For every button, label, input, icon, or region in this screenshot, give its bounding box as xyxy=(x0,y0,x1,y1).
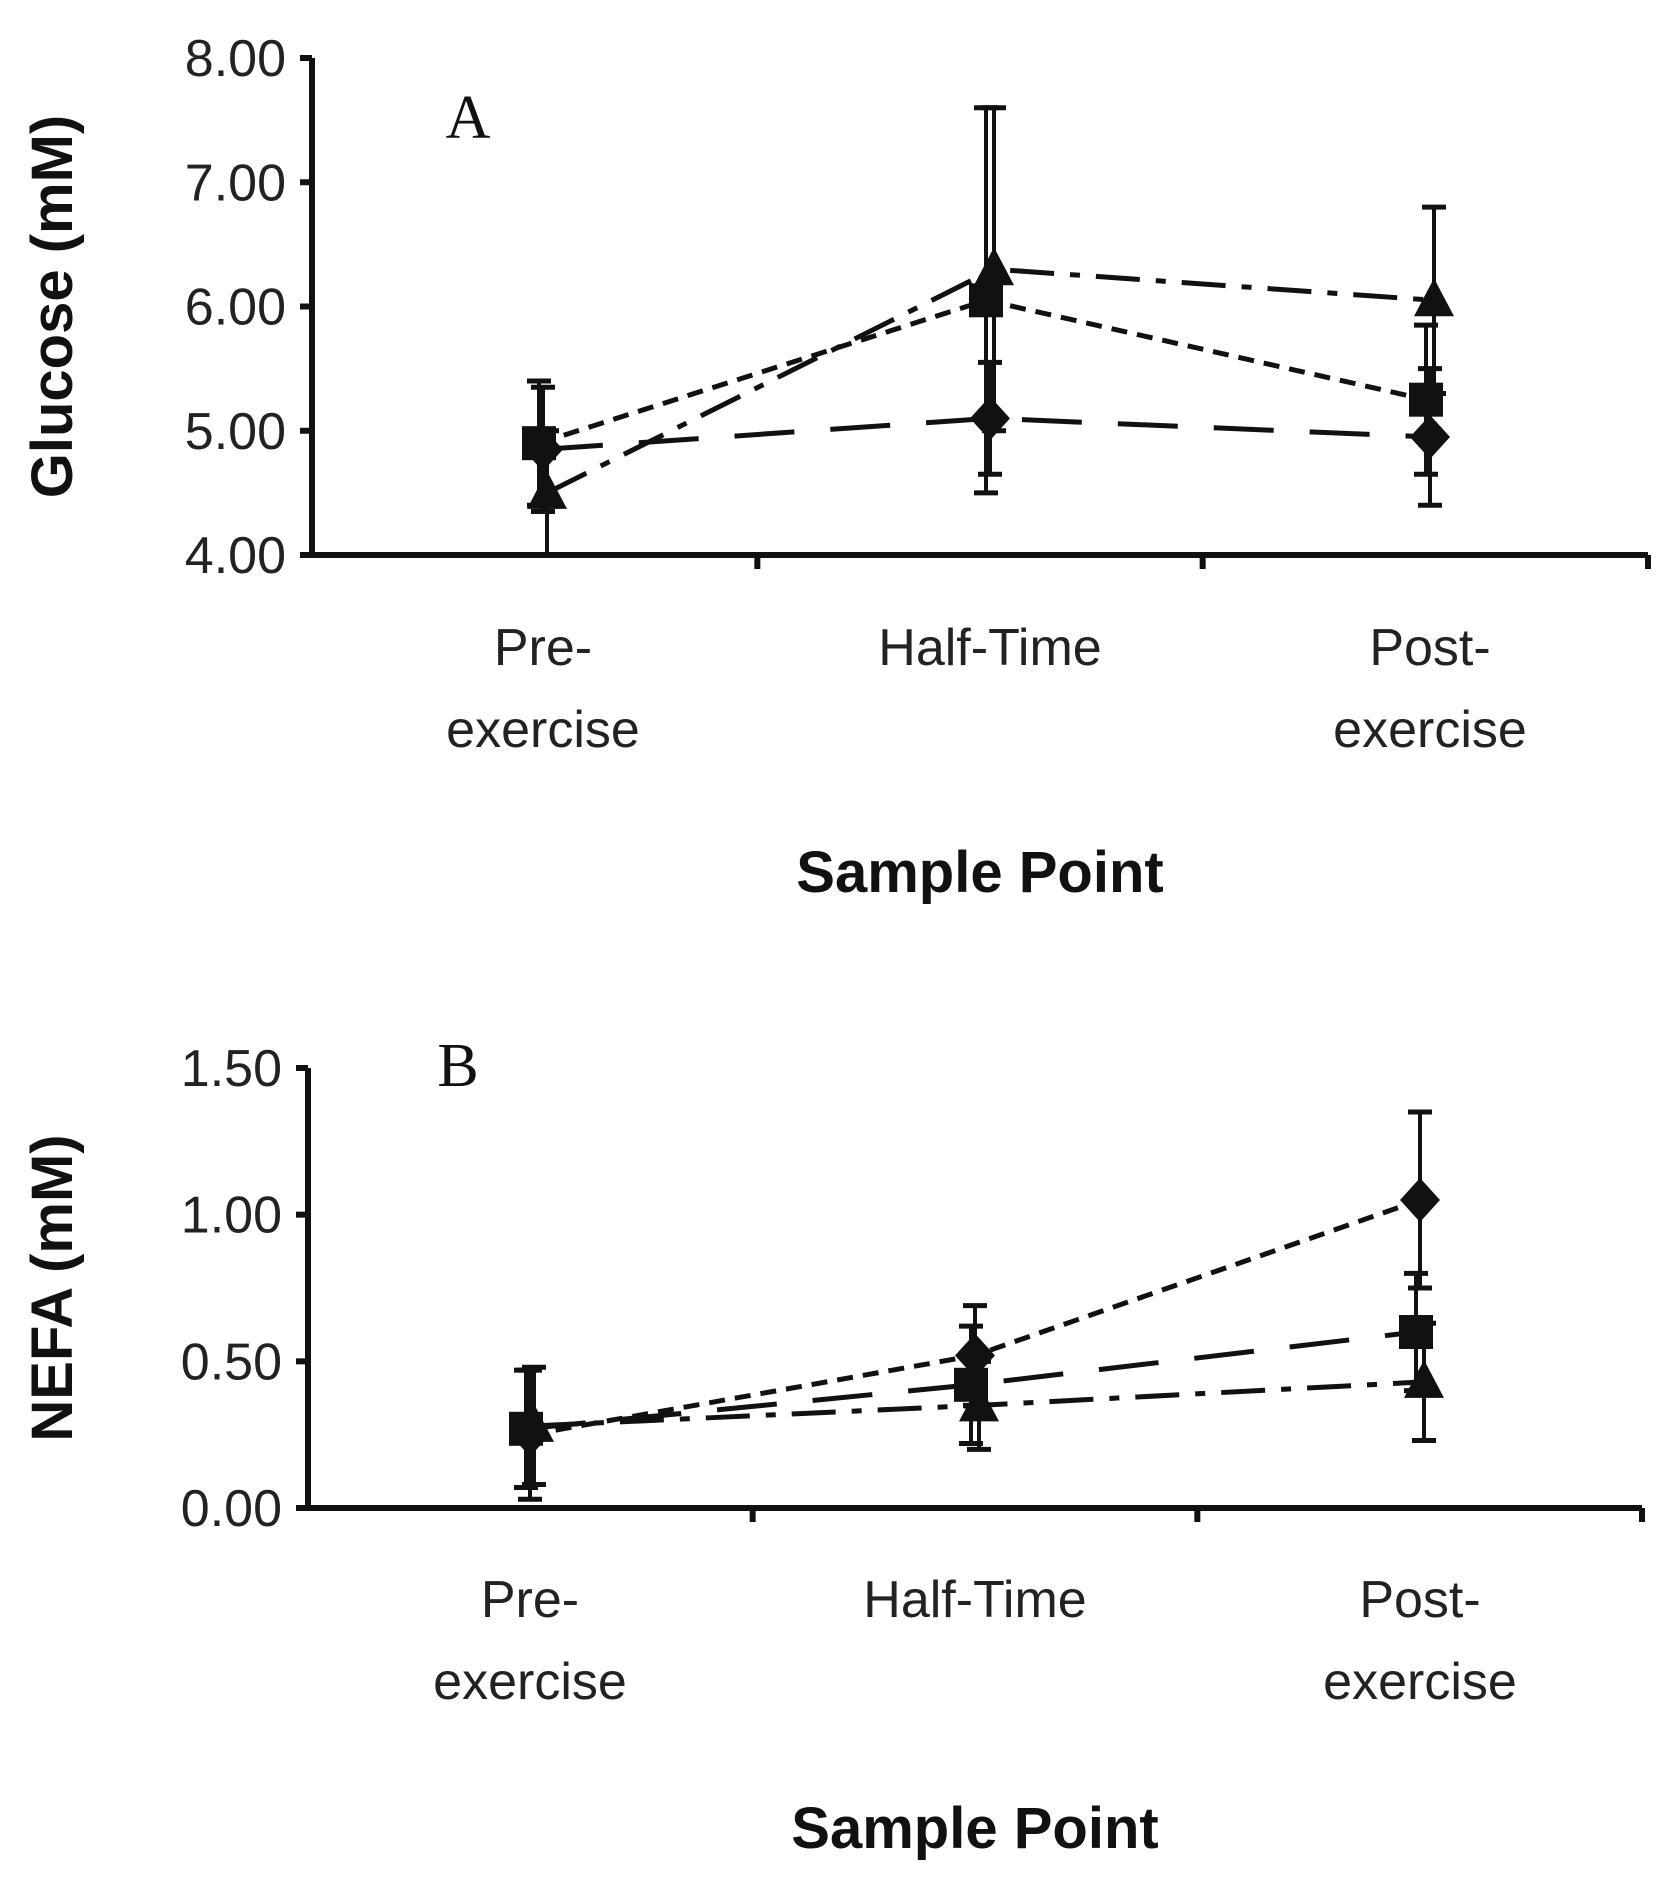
y-tick-label: 8.00 xyxy=(185,30,286,88)
diamond-marker xyxy=(1400,1178,1440,1222)
square-marker xyxy=(1399,1315,1433,1349)
x-category-label: exercise xyxy=(433,1653,627,1711)
triangle-marker xyxy=(1414,278,1454,317)
y-tick-label: 1.50 xyxy=(181,1040,282,1098)
x-axis-title: Sample Point xyxy=(796,840,1163,905)
y-axis-title: NEFA (mM) xyxy=(20,1134,85,1441)
x-category-label: Post- xyxy=(1369,619,1490,677)
x-category-label: Half-Time xyxy=(863,1571,1086,1629)
triangle-marker xyxy=(527,470,567,509)
series-line xyxy=(525,1329,1417,1432)
x-category-label: exercise xyxy=(1333,701,1527,759)
y-axis-title: Glucose (mM) xyxy=(20,115,85,499)
triangle-marker xyxy=(514,1403,554,1442)
triangle-marker xyxy=(1404,1359,1444,1398)
y-tick-label: 6.00 xyxy=(185,279,286,337)
triangle-marker xyxy=(974,247,1014,286)
x-axis-title: Sample Point xyxy=(791,1796,1158,1861)
y-tick-label: 0.50 xyxy=(181,1333,282,1391)
x-category-label: Half-Time xyxy=(878,619,1101,677)
panel-a-glucose-chart: 4.00 5.00 6.00 7.00 8.00 Pre-exercise Half-Tim… xyxy=(20,30,1651,905)
y-tick-label: 1.00 xyxy=(181,1187,282,1245)
x-category-label: Post- xyxy=(1359,1571,1480,1629)
panel-b-nefa-chart: 0.00 0.50 1.00 1.50 Pre-exercise Half-Time Pos… xyxy=(20,1032,1645,1861)
x-category-label: Pre- xyxy=(481,1571,579,1629)
panel-letter: B xyxy=(437,1032,478,1100)
x-category-label: exercise xyxy=(446,701,640,759)
y-tick-label: 7.00 xyxy=(185,154,286,212)
y-tick-label: 5.00 xyxy=(185,403,286,461)
square-marker xyxy=(1409,382,1443,417)
diamond-marker xyxy=(970,396,1010,441)
triangle-marker xyxy=(959,1383,999,1422)
y-tick-label: 4.00 xyxy=(185,527,286,585)
diamond-marker xyxy=(1410,414,1450,459)
diamond-marker xyxy=(955,1333,995,1378)
x-category-label: exercise xyxy=(1323,1653,1517,1711)
panel-letter: A xyxy=(446,84,491,152)
y-tick-label: 0.00 xyxy=(181,1480,282,1538)
square-marker xyxy=(969,283,1003,318)
x-category-label: Pre- xyxy=(494,619,592,677)
series-line xyxy=(542,415,1431,452)
